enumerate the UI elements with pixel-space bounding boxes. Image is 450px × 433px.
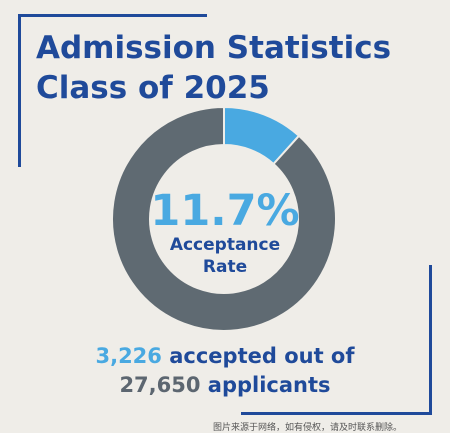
watermark-text: 图片来源于网络，如有侵权，请及时联系删除。 bbox=[212, 423, 402, 433]
acceptance-rate-label-line-2: Rate bbox=[202, 257, 248, 277]
frame-corner-top-left-horizontal bbox=[18, 14, 207, 17]
title-line-2: Class of 2025 bbox=[36, 70, 270, 106]
frame-corner-bottom-right-vertical bbox=[429, 265, 432, 415]
frame-corner-bottom-right-horizontal bbox=[241, 412, 432, 415]
summary-line-2: 27,650 applicants bbox=[0, 371, 450, 400]
title-line-1: Admission Statistics bbox=[36, 30, 392, 66]
donut-center-label: 11.7% Acceptance Rate bbox=[140, 188, 310, 278]
chart-title: Admission Statistics Class of 2025 bbox=[36, 28, 436, 108]
accepted-count: 3,226 bbox=[95, 344, 162, 368]
applicant-count: 27,650 bbox=[119, 373, 201, 397]
acceptance-rate-label-line-1: Acceptance bbox=[169, 235, 281, 255]
frame-corner-top-left-vertical bbox=[18, 14, 21, 167]
donut-chart bbox=[112, 107, 336, 331]
summary-line-1: 3,226 accepted out of bbox=[0, 342, 450, 371]
donut-slice-not-accepted bbox=[112, 107, 336, 331]
acceptance-rate-value: 11.7% bbox=[150, 186, 300, 236]
summary-text: 3,226 accepted out of 27,650 applicants bbox=[0, 342, 450, 400]
accepted-text: accepted out of bbox=[161, 344, 355, 368]
applicants-text: applicants bbox=[200, 373, 331, 397]
